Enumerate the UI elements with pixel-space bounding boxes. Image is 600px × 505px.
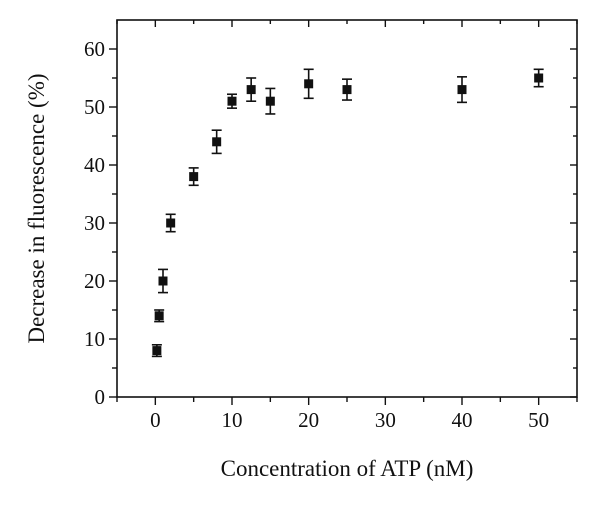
y-tick-label: 20: [84, 269, 105, 293]
x-tick-label: 30: [375, 408, 396, 432]
data-point: [457, 85, 467, 95]
x-tick-label: 10: [222, 408, 243, 432]
y-tick-label: 0: [95, 385, 106, 409]
y-tick-label: 10: [84, 327, 105, 351]
data-point: [227, 96, 237, 106]
plot-frame: [116, 19, 578, 398]
data-points: [151, 68, 544, 358]
data-point: [342, 85, 352, 95]
x-tick-label: 50: [528, 408, 549, 432]
data-point: [166, 218, 176, 228]
data-point: [246, 85, 256, 95]
y-tick-label: 50: [84, 95, 105, 119]
data-point: [304, 79, 314, 89]
data-point: [265, 96, 275, 106]
x-tick-label: 0: [150, 408, 161, 432]
x-tick-label: 20: [298, 408, 319, 432]
plot-border: [116, 19, 578, 398]
data-point: [189, 172, 199, 182]
y-tick-label: 60: [84, 37, 105, 61]
y-axis-label: Decrease in fluorescence (%): [24, 73, 49, 343]
x-axis-label: Concentration of ATP (nM): [221, 456, 474, 481]
data-point: [212, 137, 222, 147]
data-point: [154, 311, 164, 321]
data-point: [158, 276, 168, 286]
y-axis-ticks: 0 10 20 30 40 50 60: [84, 37, 577, 409]
data-point: [152, 346, 162, 356]
data-point: [534, 73, 544, 83]
x-tick-label: 40: [452, 408, 473, 432]
y-tick-label: 40: [84, 153, 105, 177]
y-tick-label: 30: [84, 211, 105, 235]
x-axis-ticks: 0 10 20 30 40 50: [116, 20, 578, 432]
